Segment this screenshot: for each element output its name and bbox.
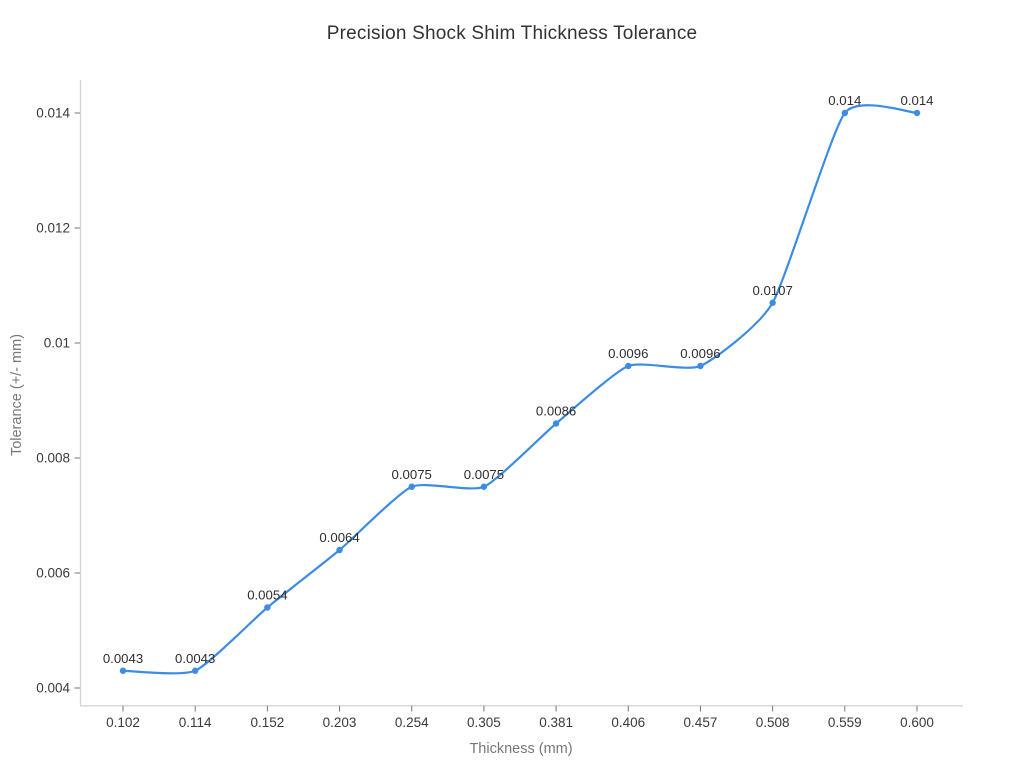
x-tick-label: 0.381 — [539, 715, 573, 730]
point-label: 0.0075 — [392, 467, 432, 482]
point-label: 0.014 — [900, 93, 933, 108]
point-label: 0.0043 — [175, 651, 215, 666]
data-point-marker — [480, 483, 488, 490]
data-point-marker — [552, 420, 560, 427]
x-tick-label: 0.203 — [323, 715, 357, 730]
y-tick-label: 0.014 — [36, 106, 70, 121]
y-tick-label: 0.012 — [36, 221, 70, 236]
data-point-marker — [913, 109, 921, 117]
x-tick-label: 0.152 — [250, 715, 284, 730]
x-tick-label: 0.254 — [395, 715, 429, 730]
x-tick-label: 0.406 — [611, 715, 645, 730]
data-point-marker — [841, 109, 849, 117]
data-point-marker — [697, 362, 704, 370]
data-point-marker — [264, 604, 271, 611]
chart-title: Precision Shock Shim Thickness Tolerance — [326, 23, 698, 44]
point-label: 0.0054 — [247, 588, 287, 603]
x-tick-label: 0.305 — [467, 715, 501, 730]
x-tick-label: 0.559 — [828, 715, 862, 730]
point-label: 0.0086 — [536, 404, 576, 419]
x-tick-label: 0.508 — [756, 715, 790, 730]
y-tick-label: 0.006 — [36, 566, 70, 581]
data-point-marker — [119, 667, 127, 674]
x-tick-label: 0.600 — [900, 715, 934, 730]
data-point-marker — [769, 299, 776, 306]
y-tick-label: 0.004 — [36, 681, 70, 696]
data-point-marker — [625, 362, 632, 370]
data-point-marker — [336, 546, 343, 554]
point-label: 0.0096 — [608, 346, 648, 361]
x-tick-label: 0.114 — [179, 715, 212, 730]
point-label: 0.0096 — [680, 346, 720, 361]
series-line — [121, 104, 919, 675]
data-point-marker — [408, 483, 415, 490]
point-label: 0.0043 — [103, 651, 143, 666]
y-tick-label: 0.01 — [44, 336, 70, 351]
point-label: 0.014 — [828, 93, 861, 108]
x-tick-label: 0.102 — [106, 715, 140, 730]
x-tick-label: 0.457 — [684, 715, 718, 730]
point-label: 0.0075 — [464, 467, 504, 482]
x-axis-title: Thickness (mm) — [469, 741, 573, 757]
data-point-marker — [191, 667, 199, 674]
y-tick-label: 0.008 — [36, 451, 70, 466]
point-label: 0.0064 — [319, 530, 359, 545]
point-label: 0.0107 — [752, 283, 792, 298]
